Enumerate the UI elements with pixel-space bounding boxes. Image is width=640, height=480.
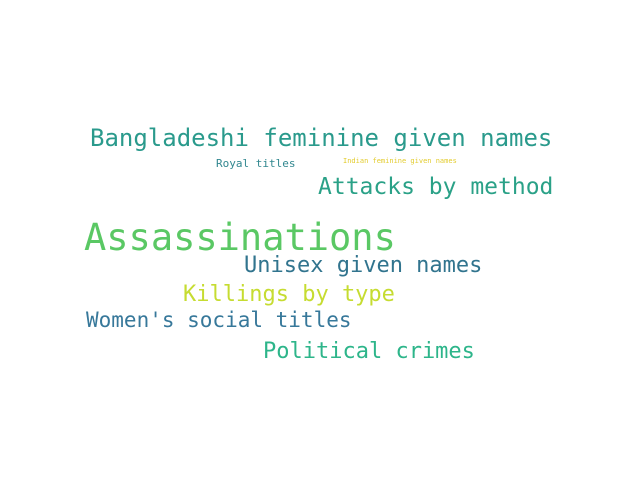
word-royal-titles: Royal titles (216, 157, 296, 170)
word-indian-feminine-given-names: Indian feminine given names (343, 157, 457, 165)
word-unisex-given-names: Unisex given names (244, 253, 483, 278)
word-bangladeshi-feminine-given-names: Bangladeshi feminine given names (90, 124, 553, 152)
word-womens-social-titles: Women's social titles (86, 308, 352, 332)
word-killings-by-type: Killings by type (183, 282, 395, 307)
word-attacks-by-method: Attacks by method (318, 174, 554, 200)
word-political-crimes: Political crimes (263, 339, 475, 364)
word-assassinations: Assassinations (84, 216, 396, 259)
